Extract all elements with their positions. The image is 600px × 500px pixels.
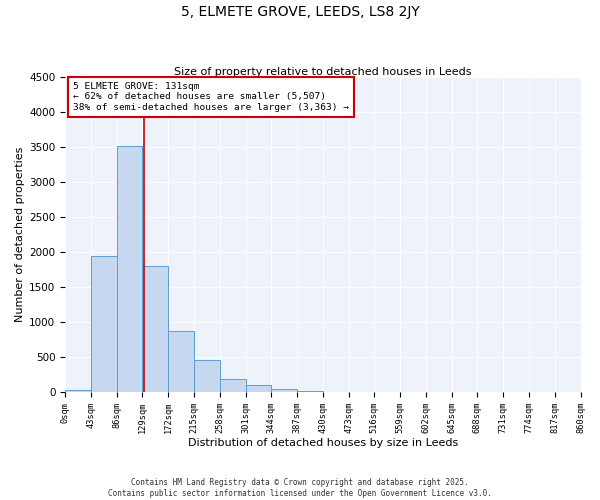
Y-axis label: Number of detached properties: Number of detached properties — [15, 147, 25, 322]
Bar — [297, 390, 323, 392]
Text: 5 ELMETE GROVE: 131sqm
← 62% of detached houses are smaller (5,507)
38% of semi-: 5 ELMETE GROVE: 131sqm ← 62% of detached… — [73, 82, 349, 112]
Title: Size of property relative to detached houses in Leeds: Size of property relative to detached ho… — [174, 66, 472, 76]
Bar — [245, 386, 271, 392]
Bar — [271, 388, 297, 392]
Bar — [65, 390, 91, 392]
Bar — [194, 360, 220, 392]
Text: 5, ELMETE GROVE, LEEDS, LS8 2JY: 5, ELMETE GROVE, LEEDS, LS8 2JY — [181, 5, 419, 19]
Text: Contains HM Land Registry data © Crown copyright and database right 2025.
Contai: Contains HM Land Registry data © Crown c… — [108, 478, 492, 498]
Bar — [168, 331, 194, 392]
Bar — [142, 266, 168, 392]
Bar — [116, 146, 142, 392]
X-axis label: Distribution of detached houses by size in Leeds: Distribution of detached houses by size … — [188, 438, 458, 448]
Bar — [220, 379, 245, 392]
Bar — [91, 256, 116, 392]
